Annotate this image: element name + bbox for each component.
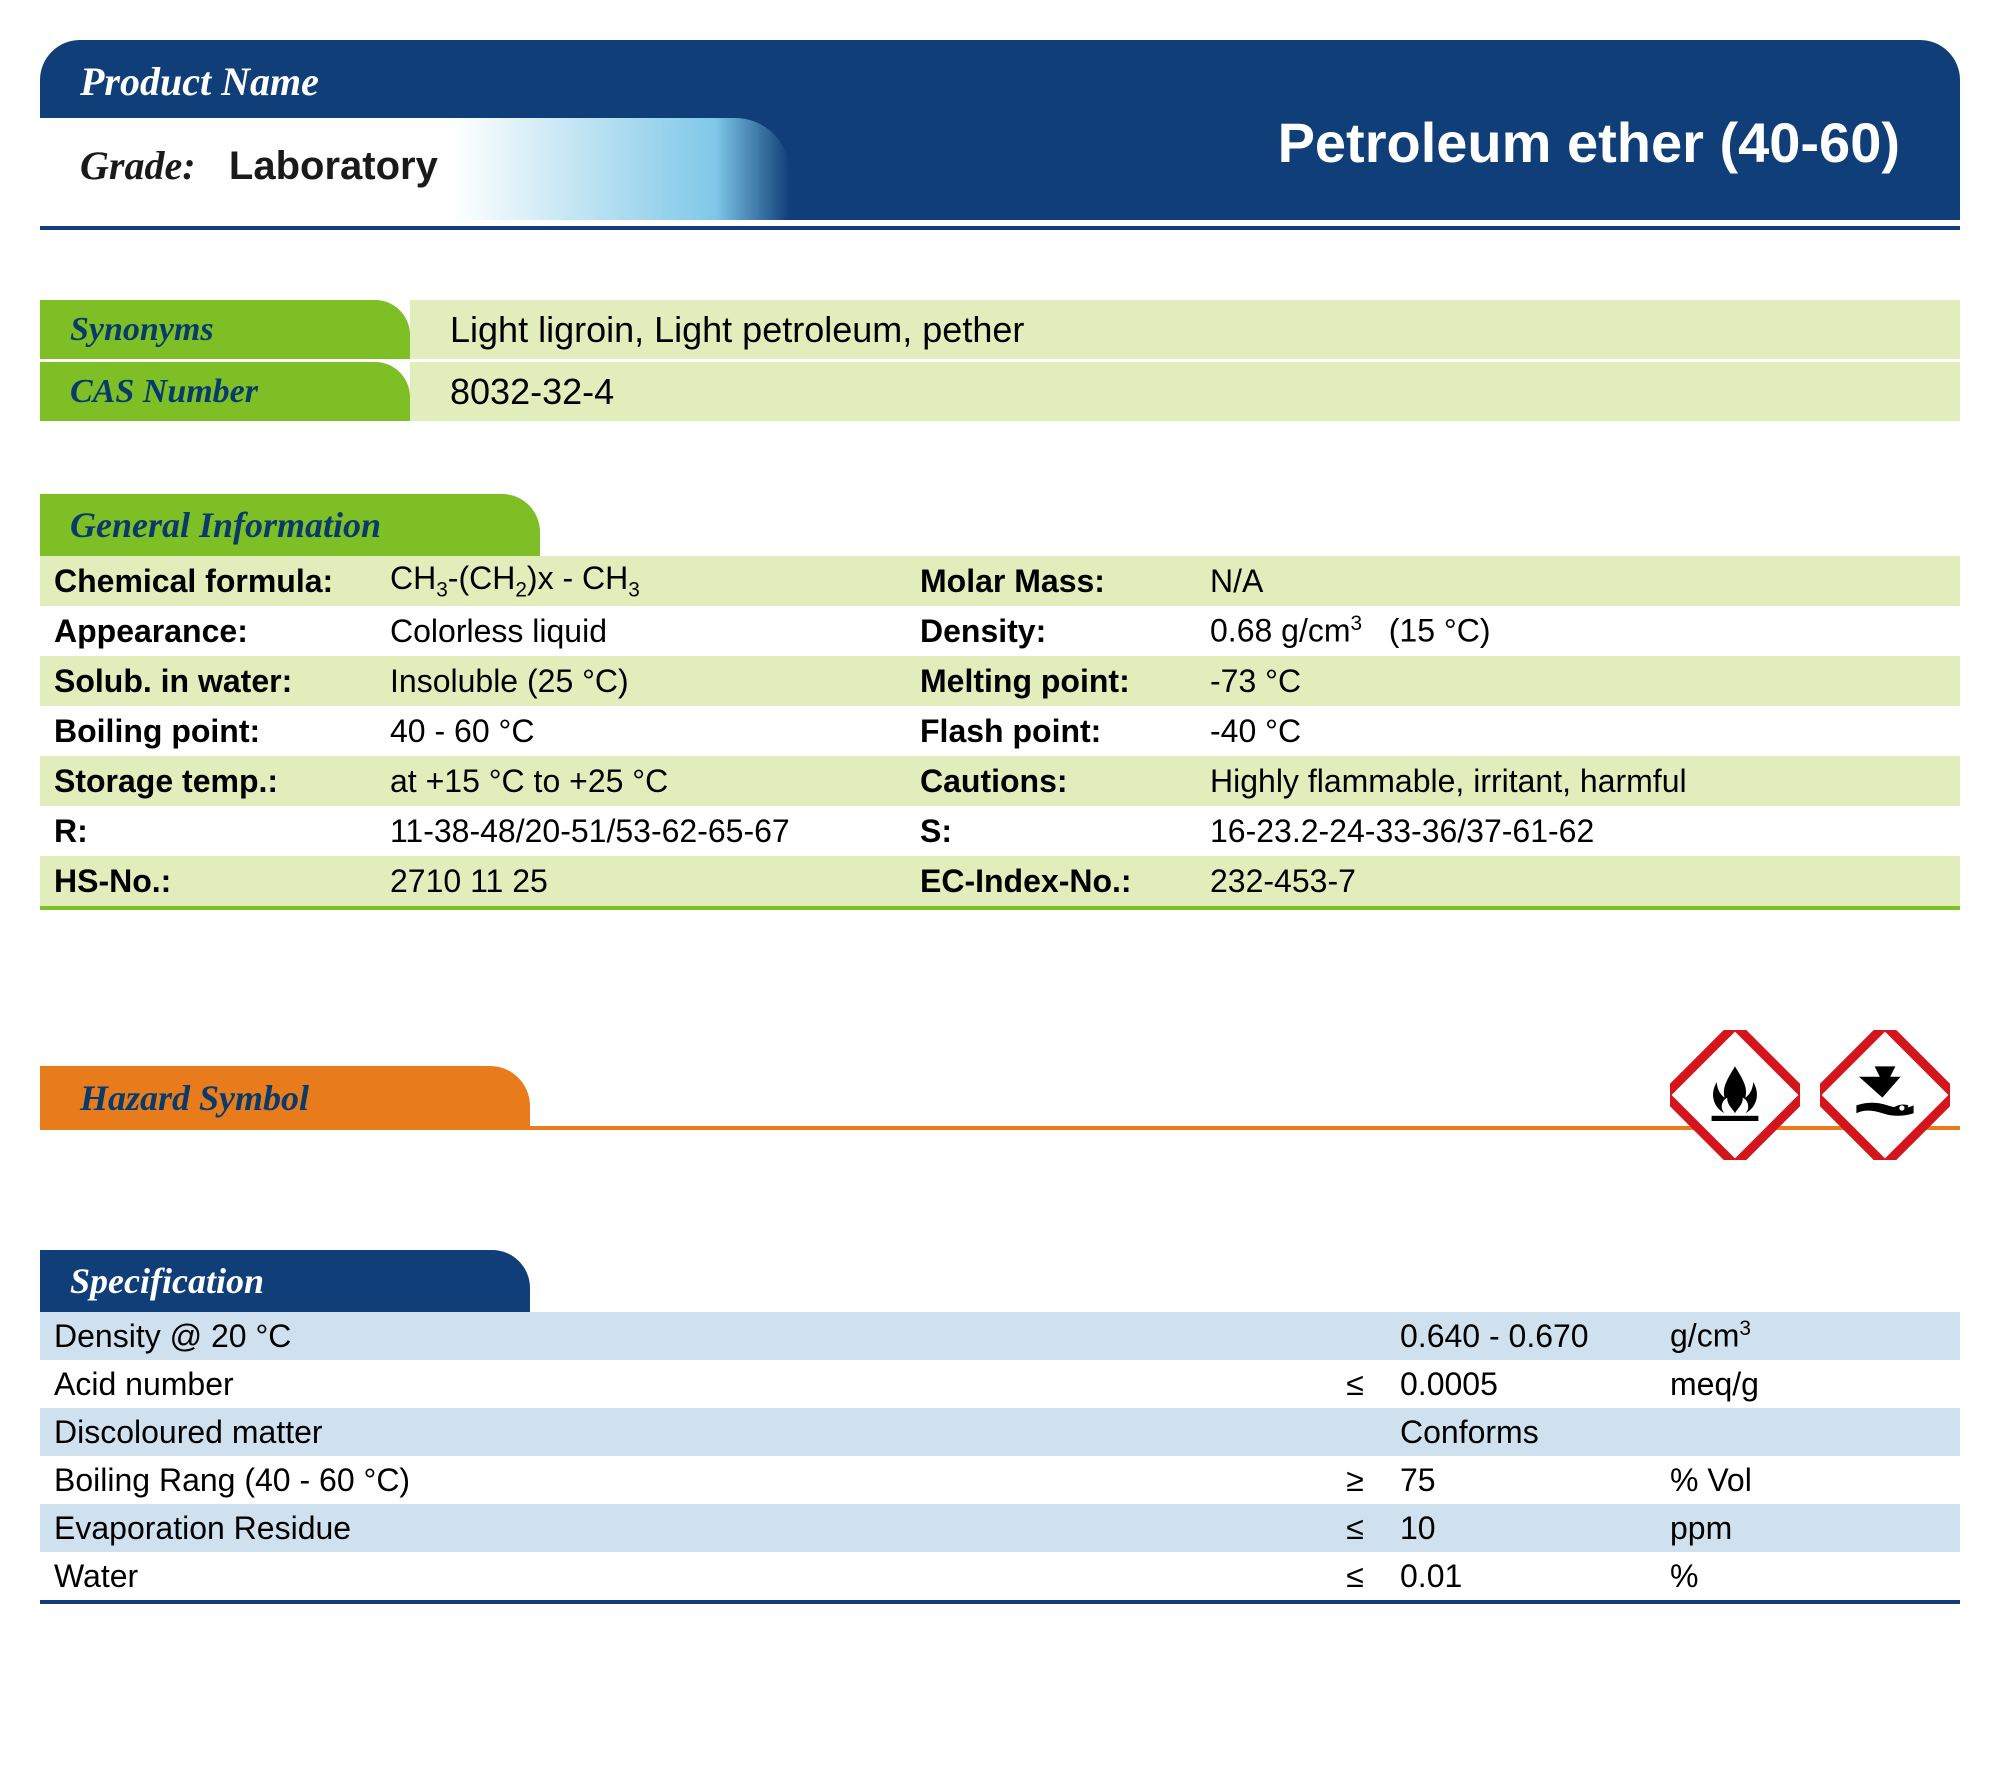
synonyms-value: Light ligroin, Light petroleum, pether (410, 300, 1960, 359)
gi-label-right: Cautions: (920, 763, 1210, 800)
header: Product Name Grade: Laboratory Petroleum… (40, 40, 1960, 230)
spec-name: Density @ 20 °C (40, 1318, 1320, 1355)
table-row: Solub. in water:Insoluble (25 °C)Melting… (40, 656, 1960, 706)
spec-name: Acid number (40, 1366, 1320, 1403)
gi-value-right: Highly flammable, irritant, harmful (1210, 763, 1960, 800)
gi-value-left: 2710 11 25 (390, 863, 920, 900)
gi-value-right: 0.68 g/cm3 (15 °C) (1210, 612, 1960, 650)
gi-value-right: -40 °C (1210, 713, 1960, 750)
cas-label: CAS Number (40, 362, 410, 421)
gi-value-left: 40 - 60 °C (390, 713, 920, 750)
hazard-label: Hazard Symbol (40, 1066, 530, 1130)
synonyms-label: Synonyms (40, 300, 410, 359)
specification-rule (40, 1600, 1960, 1604)
table-row: Density @ 20 °C 0.640 - 0.670g/cm3 (40, 1312, 1960, 1360)
spec-value: 0.01 (1390, 1558, 1670, 1595)
table-row: HS-No.:2710 11 25EC-Index-No.:232-453-7 (40, 856, 1960, 906)
gi-value-right: 232-453-7 (1210, 863, 1960, 900)
cas-row: CAS Number 8032-32-4 (40, 362, 1960, 424)
gi-label-right: Flash point: (920, 713, 1210, 750)
specification-header: Specification (40, 1250, 530, 1312)
general-info-rule (40, 906, 1960, 910)
gi-label-left: Chemical formula: (40, 563, 390, 600)
spec-unit: g/cm3 (1670, 1317, 1960, 1355)
environment-icon (1820, 1030, 1950, 1160)
spec-value: 0.640 - 0.670 (1390, 1318, 1670, 1355)
spec-name: Evaporation Residue (40, 1510, 1320, 1547)
datasheet: Product Name Grade: Laboratory Petroleum… (40, 40, 1960, 1604)
table-row: Evaporation Residue≤10ppm (40, 1504, 1960, 1552)
table-row: Water≤0.01% (40, 1552, 1960, 1600)
table-row: Acid number≤0.0005meq/g (40, 1360, 1960, 1408)
grade-label: Grade: (80, 143, 196, 188)
spec-unit: meq/g (1670, 1366, 1960, 1403)
spec-value: 10 (1390, 1510, 1670, 1547)
hazard-icons (1670, 1030, 1950, 1160)
gi-value-left: Colorless liquid (390, 613, 920, 650)
gi-label-right: Density: (920, 613, 1210, 650)
general-info-block: General Information Chemical formula:CH3… (40, 494, 1960, 910)
spec-op: ≥ (1320, 1462, 1390, 1499)
spec-value: Conforms (1390, 1414, 1670, 1451)
gi-label-left: R: (40, 813, 390, 850)
table-row: Boiling Rang (40 - 60 °C)≥75% Vol (40, 1456, 1960, 1504)
product-title: Petroleum ether (40-60) (1278, 110, 1900, 175)
general-info-table: Chemical formula:CH3-(CH2)x - CH3Molar M… (40, 556, 1960, 906)
spec-value: 75 (1390, 1462, 1670, 1499)
spec-op: ≤ (1320, 1366, 1390, 1403)
gi-label-left: Boiling point: (40, 713, 390, 750)
spec-name: Water (40, 1558, 1320, 1595)
table-row: Chemical formula:CH3-(CH2)x - CH3Molar M… (40, 556, 1960, 606)
gi-label-right: Melting point: (920, 663, 1210, 700)
table-row: Appearance:Colorless liquidDensity:0.68 … (40, 606, 1960, 656)
spec-value: 0.0005 (1390, 1366, 1670, 1403)
grade-value: Laboratory (229, 144, 438, 188)
gi-label-right: Molar Mass: (920, 563, 1210, 600)
gi-label-right: EC-Index-No.: (920, 863, 1210, 900)
specification-block: Specification Density @ 20 °C 0.640 - 0.6… (40, 1250, 1960, 1604)
gi-value-right: N/A (1210, 563, 1960, 600)
spec-name: Boiling Rang (40 - 60 °C) (40, 1462, 1320, 1499)
spec-unit: % Vol (1670, 1462, 1960, 1499)
spec-unit: ppm (1670, 1510, 1960, 1547)
gi-label-left: Storage temp.: (40, 763, 390, 800)
gi-value-right: 16-23.2-24-33-36/37-61-62 (1210, 813, 1960, 850)
synonyms-row: Synonyms Light ligroin, Light petroleum,… (40, 300, 1960, 362)
gi-value-left: Insoluble (25 °C) (390, 663, 920, 700)
flammable-icon (1670, 1030, 1800, 1160)
table-row: Discoloured matter Conforms (40, 1408, 1960, 1456)
identity-block: Synonyms Light ligroin, Light petroleum,… (40, 300, 1960, 424)
spec-name: Discoloured matter (40, 1414, 1320, 1451)
cas-value: 8032-32-4 (410, 362, 1960, 421)
grade: Grade: Laboratory (80, 142, 438, 189)
table-row: R:11-38-48/20-51/53-62-65-67S:16-23.2-24… (40, 806, 1960, 856)
general-info-header: General Information (40, 494, 540, 556)
specification-table: Density @ 20 °C 0.640 - 0.670g/cm3 Acid nu… (40, 1312, 1960, 1600)
gi-value-left: CH3-(CH2)x - CH3 (390, 560, 920, 602)
gi-value-left: at +15 °C to +25 °C (390, 763, 920, 800)
table-row: Boiling point:40 - 60 °CFlash point:-40 … (40, 706, 1960, 756)
gi-label-right: S: (920, 813, 1210, 850)
gi-label-left: HS-No.: (40, 863, 390, 900)
gi-value-left: 11-38-48/20-51/53-62-65-67 (390, 813, 920, 850)
product-name-label: Product Name (80, 58, 319, 105)
header-rule (40, 226, 1960, 230)
gi-value-right: -73 °C (1210, 663, 1960, 700)
gi-label-left: Appearance: (40, 613, 390, 650)
hazard-block: Hazard Symbol (40, 1020, 1960, 1160)
table-row: Storage temp.:at +15 °C to +25 °CCaution… (40, 756, 1960, 806)
spec-op: ≤ (1320, 1510, 1390, 1547)
spec-op: ≤ (1320, 1558, 1390, 1595)
spec-unit: % (1670, 1558, 1960, 1595)
gi-label-left: Solub. in water: (40, 663, 390, 700)
